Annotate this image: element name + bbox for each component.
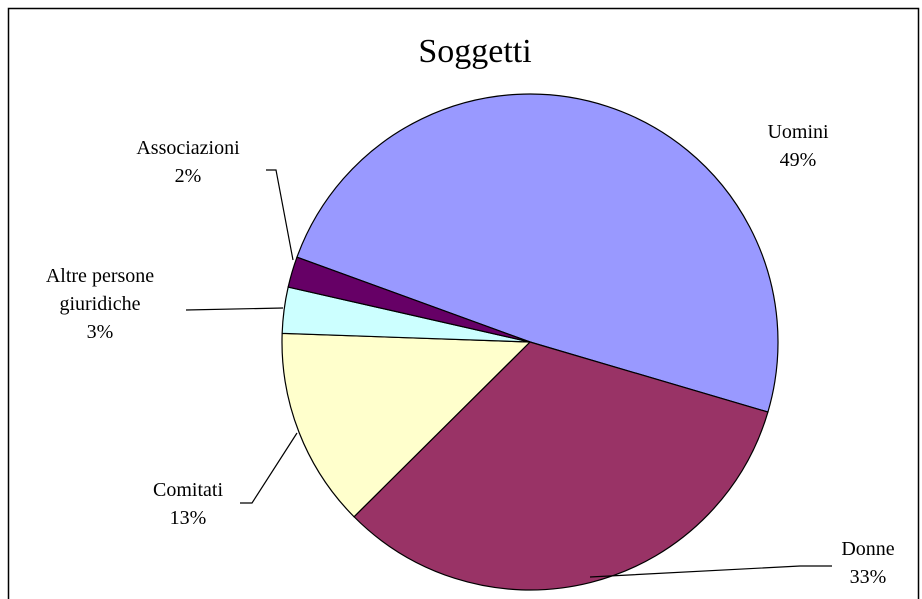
value-label: 49% — [779, 149, 817, 171]
pie-slice — [296, 93, 779, 413]
category-label: Donne — [841, 538, 895, 560]
chart-title: Soggetti — [418, 33, 531, 70]
pie-slice — [281, 332, 532, 518]
slice-label: Altre persone giuridiche 3% — [15, 262, 185, 346]
slice-label: Uomini 49% — [767, 118, 828, 174]
category-label: Altre persone giuridiche — [45, 265, 155, 315]
slice-label: Associazioni 2% — [136, 134, 239, 190]
slices — [281, 93, 779, 591]
value-label: 2% — [174, 165, 202, 187]
value-label: 3% — [86, 321, 114, 343]
leader-line — [185, 307, 284, 311]
leader-line — [589, 565, 832, 578]
value-label: 13% — [169, 507, 207, 529]
pie-slice — [353, 341, 769, 591]
leader-line — [266, 169, 294, 261]
category-label: Uomini — [767, 121, 829, 143]
slice-label: Comitati 13% — [153, 476, 223, 532]
category-label: Comitati — [153, 479, 223, 501]
leader-line — [240, 432, 298, 504]
category-label: Associazioni — [136, 137, 240, 159]
value-label: 33% — [849, 566, 887, 588]
leader-lines — [185, 169, 832, 578]
pie-slice — [287, 256, 531, 343]
slice-label: Donne 33% — [841, 535, 894, 591]
